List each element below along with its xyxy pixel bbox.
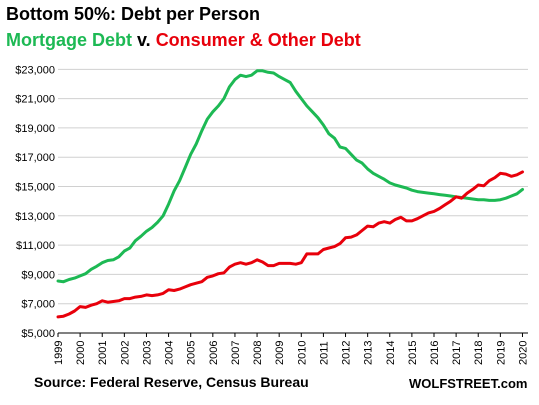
series-lines bbox=[56, 69, 524, 319]
x-tick-label: 2020 bbox=[517, 341, 529, 365]
x-tick-label: 2009 bbox=[274, 341, 286, 365]
subtitle-mortgage: Mortgage Debt bbox=[6, 30, 132, 50]
x-tick-label: 2003 bbox=[141, 341, 153, 365]
x-tick-label: 2014 bbox=[385, 341, 397, 365]
subtitle-consumer: Consumer & Other Debt bbox=[155, 30, 361, 50]
x-tick-label: 1999 bbox=[53, 341, 65, 365]
x-tick-label: 2004 bbox=[164, 341, 176, 365]
brand-mark: WOLFSTREET.com bbox=[409, 376, 528, 391]
x-tick-label: 2017 bbox=[451, 341, 463, 365]
y-tick-label: $19,000 bbox=[15, 123, 55, 135]
y-tick-label: $23,000 bbox=[15, 64, 55, 76]
x-tick-label: 2000 bbox=[75, 341, 87, 365]
y-tick-label: $13,000 bbox=[15, 211, 55, 223]
x-tick-label: 2019 bbox=[495, 341, 507, 365]
y-axis: $5,000 $7,000 $9,000 $11,000 $13,000 $15,000 $… bbox=[15, 64, 55, 340]
x-tick-label: 2012 bbox=[341, 341, 353, 365]
x-tick-label: 2018 bbox=[473, 341, 485, 365]
chart-subtitle: Mortgage Debt v. Consumer & Other Debt bbox=[6, 30, 361, 51]
series-line-consumer bbox=[56, 170, 524, 319]
x-tick-label: 2013 bbox=[363, 341, 375, 365]
chart-title: Bottom 50%: Debt per Person bbox=[6, 4, 261, 24]
x-tick-label: 2002 bbox=[119, 341, 131, 365]
x-tick-label: 2007 bbox=[230, 341, 242, 365]
series-line-mortgage bbox=[56, 69, 524, 284]
y-tick-label: $15,000 bbox=[15, 182, 55, 194]
x-tick-label: 2005 bbox=[186, 341, 198, 365]
x-tick-label: 2010 bbox=[296, 341, 308, 365]
y-tick-label: $21,000 bbox=[15, 94, 55, 106]
x-tick-label: 2016 bbox=[429, 341, 441, 365]
x-axis: 1999 2000 2001 2002 2003 2004 2005 2006 2007 2008… bbox=[53, 332, 529, 365]
y-tick-label: $17,000 bbox=[15, 152, 55, 164]
y-tick-label: $5,000 bbox=[21, 328, 55, 340]
x-tick-label: 2015 bbox=[407, 341, 419, 365]
x-tick-label: 2006 bbox=[208, 341, 220, 365]
y-tick-label: $7,000 bbox=[21, 299, 55, 311]
x-tick-label: 2001 bbox=[97, 341, 109, 365]
subtitle-separator: v. bbox=[132, 30, 156, 50]
x-tick-label: 2008 bbox=[252, 341, 264, 365]
y-tick-label: $11,000 bbox=[16, 240, 55, 252]
y-tick-label: $9,000 bbox=[21, 269, 55, 281]
grid-lines bbox=[58, 68, 528, 334]
source-note: Source: Federal Reserve, Census Bureau bbox=[34, 374, 309, 390]
x-tick-label: 2011 bbox=[318, 341, 330, 365]
